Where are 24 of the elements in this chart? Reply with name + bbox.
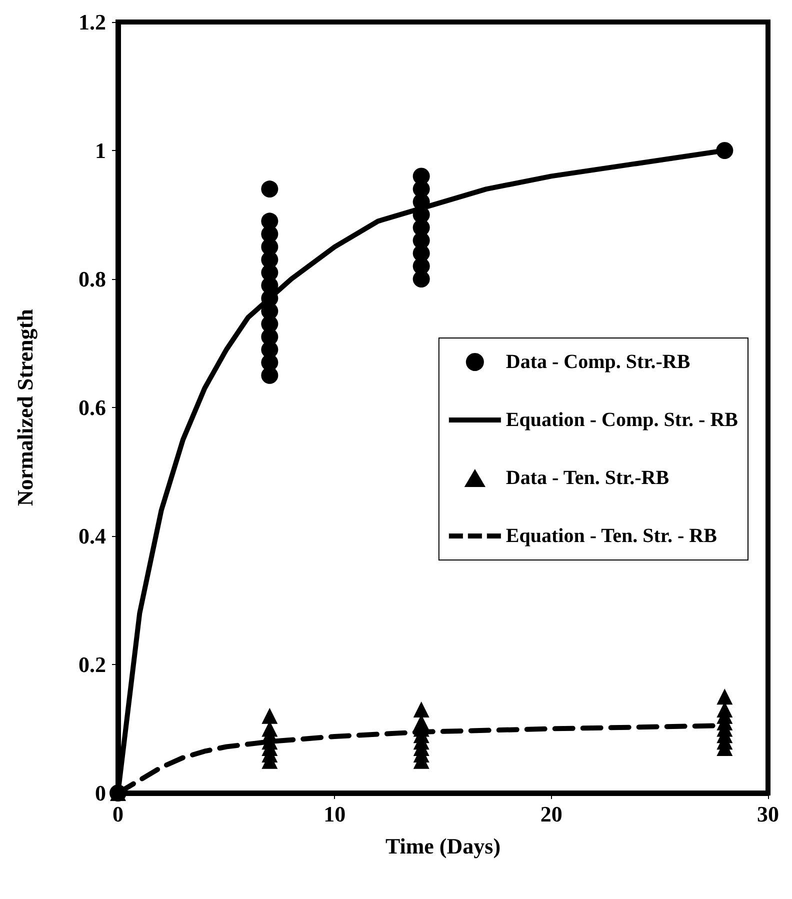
legend-label: Equation - Comp. Str. - RB [506, 409, 738, 431]
y-tick-label: 0.8 [78, 266, 106, 292]
y-tick-label: 0.4 [78, 524, 106, 548]
point [261, 366, 278, 384]
point [716, 142, 734, 159]
point [412, 270, 430, 288]
x-tick-label: 10 [324, 802, 346, 826]
legend-label: Data - Ten. Str.-RB [506, 467, 670, 489]
point [262, 708, 278, 724]
point [261, 180, 278, 198]
y-tick-label: 1 [95, 138, 106, 163]
y-tick-label: 0.2 [78, 652, 106, 677]
legend-label: Equation - Ten. Str. - RB [506, 525, 717, 547]
x-tick-label: 0 [112, 802, 124, 826]
x-axis-title: Time (Days) [385, 834, 501, 858]
point [716, 688, 733, 705]
x-tick-label: 20 [540, 802, 562, 826]
y-tick-label: 0.6 [78, 395, 106, 420]
legend-label: Data - Comp. Str.-RB [506, 351, 690, 373]
point [413, 701, 430, 718]
x-tick-label: 30 [757, 802, 779, 826]
y-axis-title: Normalized Strength [12, 309, 38, 506]
y-tick-label: 0 [95, 780, 106, 806]
y-tick-label: 1.2 [78, 10, 106, 34]
